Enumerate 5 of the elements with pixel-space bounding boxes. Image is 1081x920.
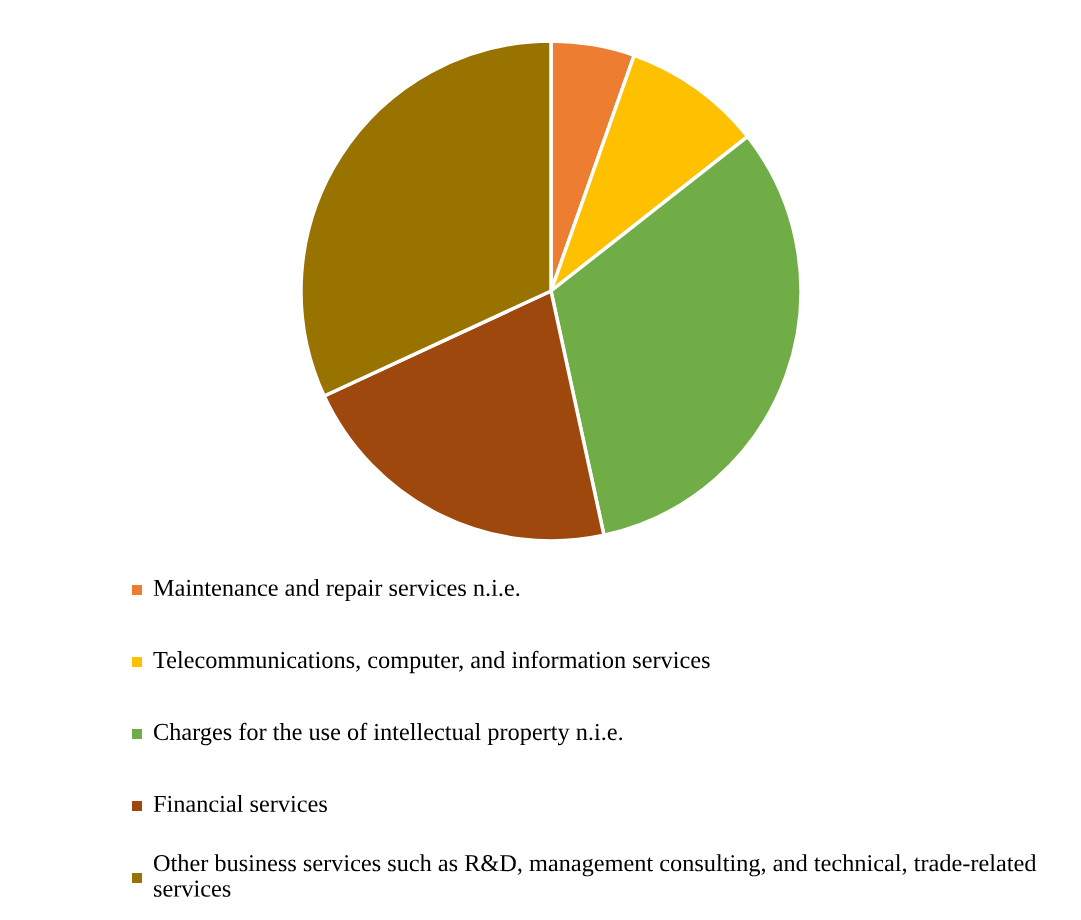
legend-label: Financial services: [153, 794, 327, 813]
legend-label: Telecommunications, computer, and information services: [153, 650, 710, 674]
legend-label: Charges for the use of intellectual property n.i.e.: [154, 722, 623, 746]
legend-label: Maintenance and repair services n.i.e.: [153, 578, 520, 602]
legend-label: Other business services such as R&D, management consulting, and technical, trade-related services: [154, 854, 1037, 897]
